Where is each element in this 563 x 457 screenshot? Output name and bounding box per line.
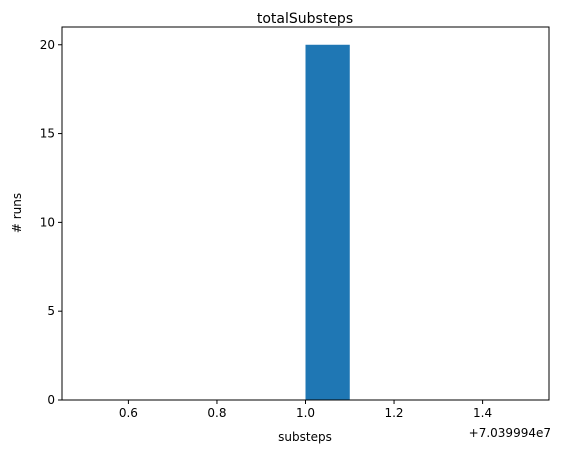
y-tick-label: 15 — [40, 127, 55, 141]
x-tick-label: 1.0 — [296, 406, 315, 420]
chart-title: totalSubsteps — [257, 11, 353, 27]
x-axis-ticks: 0.6 0.8 1.0 1.2 1.4 — [119, 400, 492, 420]
bars-layer — [305, 44, 350, 401]
y-tick-label: 20 — [40, 38, 55, 52]
y-tick-label: 10 — [40, 215, 55, 229]
y-axis-ticks: 0 5 10 15 20 — [40, 38, 62, 407]
x-axis-label: substeps — [278, 430, 332, 444]
y-tick-label: 0 — [47, 393, 55, 407]
y-tick-label: 5 — [47, 304, 55, 318]
x-tick-label: 0.6 — [119, 406, 138, 420]
x-axis-offset-label: +7.039994e7 — [469, 426, 551, 440]
x-tick-label: 1.4 — [473, 406, 492, 420]
x-tick-label: 1.2 — [384, 406, 403, 420]
x-tick-label: 0.8 — [207, 406, 226, 420]
y-axis-label: # runs — [10, 193, 24, 233]
plot-frame — [61, 26, 550, 401]
histogram-bar-0 — [305, 44, 350, 401]
